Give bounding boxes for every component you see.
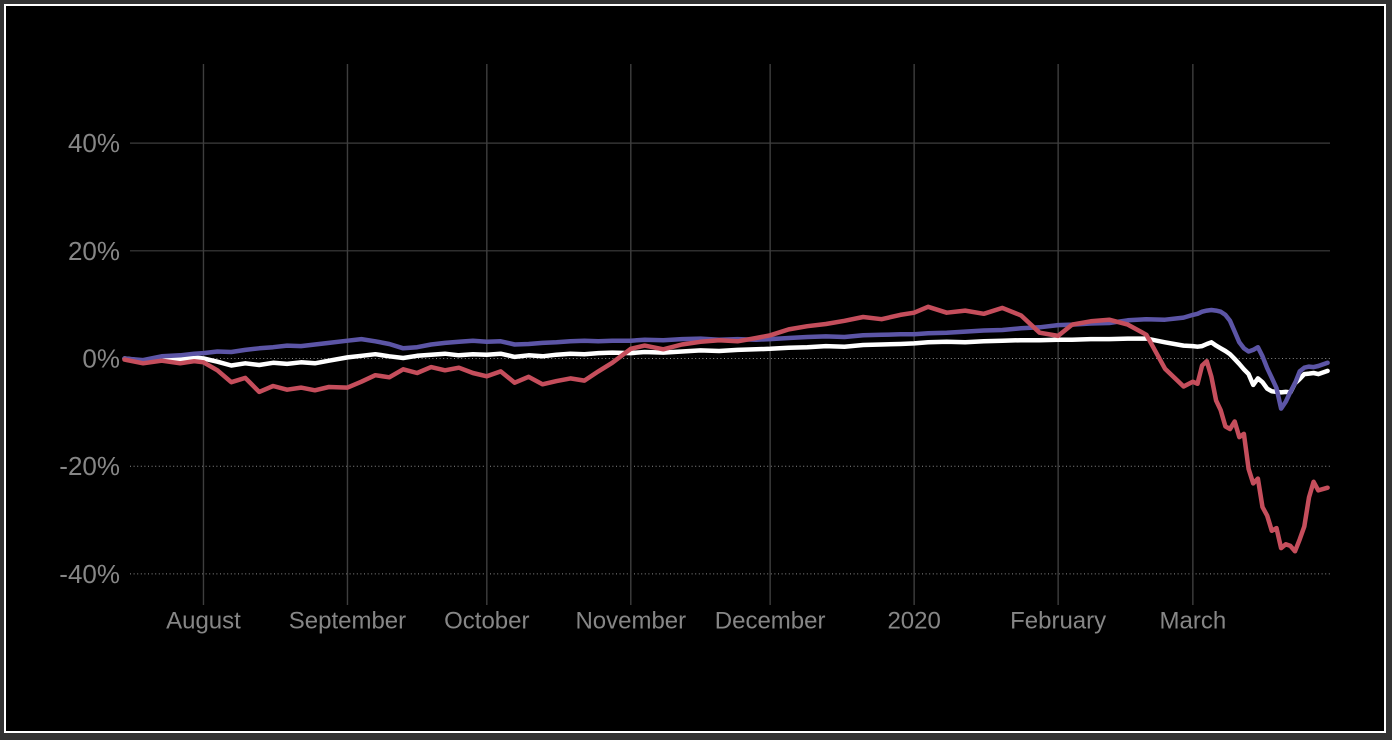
series-line-white	[122, 336, 1330, 395]
chart-frame	[4, 4, 1386, 733]
series-line-purple	[122, 307, 1330, 411]
x-axis-label-November: November	[575, 608, 686, 635]
x-axis-label-October: October	[444, 608, 529, 635]
series-line-red	[122, 304, 1330, 554]
x-axis-label-August: August	[166, 608, 241, 635]
y-axis-label-20: 20%	[68, 236, 120, 266]
y-axis-label-0: 0%	[82, 344, 120, 374]
x-axis-label-February: February	[1010, 608, 1106, 635]
x-axis-label-2020: 2020	[887, 608, 940, 635]
x-axis-label-March: March	[1160, 608, 1227, 635]
y-axis-label-40: 40%	[68, 128, 120, 158]
x-axis-label-September: September	[289, 608, 406, 635]
x-axis-label-December: December	[715, 608, 826, 635]
y-axis-label--40: -40%	[59, 559, 120, 589]
y-axis-label--20: -20%	[59, 451, 120, 481]
